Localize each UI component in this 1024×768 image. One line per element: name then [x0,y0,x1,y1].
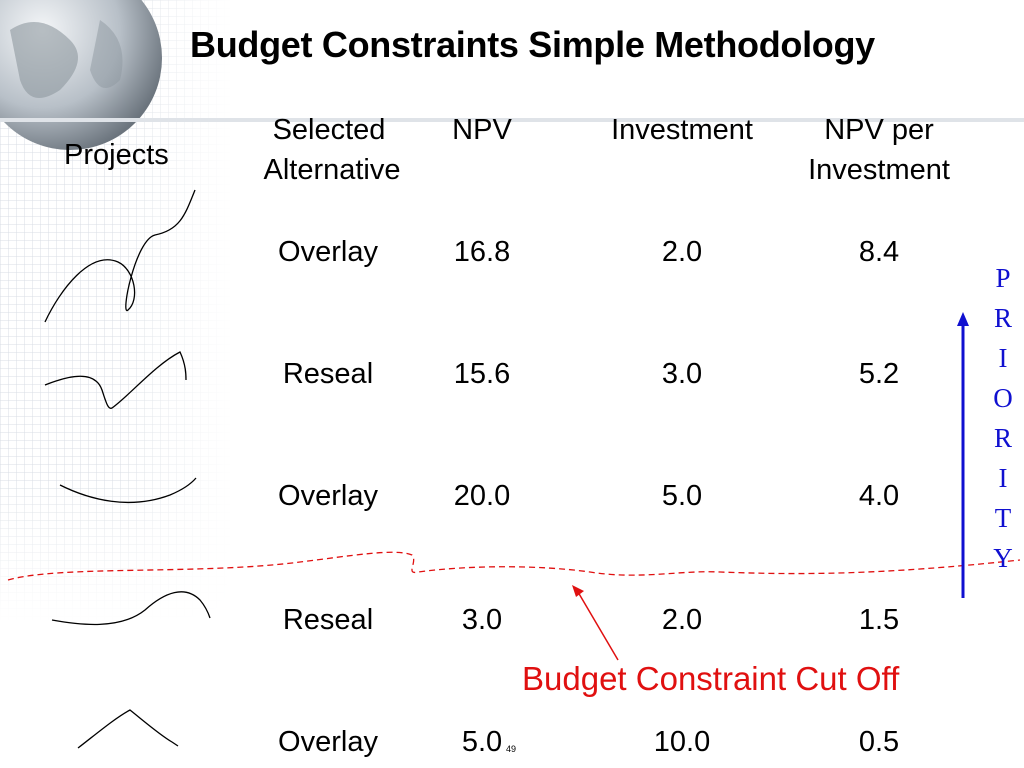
road-sketch-2 [44,351,187,409]
header-npv-per-line1: NPV per [824,114,934,146]
cell-investment: 10.0 [653,726,711,758]
cell-investment: 3.0 [661,358,703,390]
cell-npv: 15.6 [453,358,511,390]
cell-alternative: Reseal [282,358,374,390]
cell-npv-per-investment: 0.5 [858,726,900,758]
road-sketch-3 [59,477,197,504]
road-sketch-5 [77,709,179,749]
slide-number: 49 [506,744,517,754]
header-selected-line2: Alternative [263,154,401,186]
cutoff-pointer-arrow [577,591,619,661]
arrowhead-red [572,585,584,597]
header-npv: NPV [452,114,512,146]
cell-alternative: Overlay [278,480,378,512]
cell-npv: 5.0 [461,726,503,758]
cell-npv-per-investment: 4.0 [858,480,900,512]
slide-title: Budget Constraints Simple Methodology [190,24,875,65]
priority-label: P R I O R I T Y [993,263,1013,573]
header-selected-line1: Selected [272,114,386,146]
cell-npv-per-investment: 1.5 [858,604,900,636]
cell-alternative: Overlay [278,236,378,268]
cell-investment: 2.0 [661,604,703,636]
cell-npv-per-investment: 5.2 [858,358,900,390]
cell-investment: 2.0 [661,236,703,268]
header-npv-per-line2: Investment [808,154,950,186]
road-sketch-1 [44,189,196,323]
budget-cutoff-label: Budget Constraint Cut Off [522,660,900,697]
road-sketch-4 [51,591,211,626]
cell-npv-per-investment: 8.4 [858,236,900,268]
header-projects: Projects [64,139,169,171]
header-investment: Investment [611,114,753,146]
cell-alternative: Overlay [278,726,378,758]
cell-npv: 3.0 [461,604,503,636]
cell-npv: 20.0 [453,480,511,512]
cell-npv: 16.8 [453,236,511,268]
arrowhead-blue [957,312,969,326]
budget-cutoff-line [7,551,1021,581]
cell-alternative: Reseal [282,604,374,636]
cell-investment: 5.0 [661,480,703,512]
